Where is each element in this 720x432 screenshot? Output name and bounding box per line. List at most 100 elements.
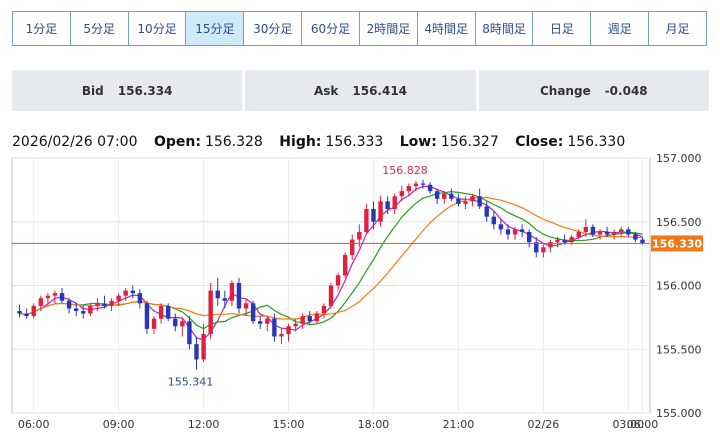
candle-body — [626, 229, 631, 235]
high-annotation: 156.828 — [382, 164, 428, 177]
candle-body — [456, 198, 461, 204]
candle-body — [633, 234, 638, 240]
candle-body — [527, 231, 532, 243]
candle-body — [328, 285, 334, 306]
low-value: 156.327 — [440, 134, 499, 150]
tab-timeframe[interactable]: 60分足 — [302, 12, 360, 45]
x-tick-label: 12:00 — [188, 418, 220, 431]
candle-body — [250, 303, 256, 322]
candle-body — [314, 313, 320, 322]
candle-body — [427, 184, 433, 192]
tab-timeframe[interactable]: 30分足 — [244, 12, 303, 45]
candle-body — [449, 193, 454, 199]
tab-timeframe[interactable]: 月足 — [665, 22, 690, 36]
candle-body — [484, 206, 489, 217]
candle-body — [73, 308, 79, 311]
candle-body — [151, 318, 157, 329]
candle-body — [463, 201, 468, 204]
candle-body — [505, 229, 511, 235]
candle-body — [307, 316, 312, 322]
candle-body — [470, 196, 475, 202]
candle-body — [208, 290, 213, 334]
tab-timeframe[interactable]: 8時間足 — [476, 12, 534, 45]
ma-long-line — [19, 196, 643, 320]
candle-body — [123, 290, 128, 296]
quote-bar: Bid 156.334 Ask 156.414 Change -0.048 — [12, 70, 709, 111]
candle-body — [59, 293, 65, 301]
tab-timeframe[interactable]: 日足 — [533, 12, 592, 45]
annotations: 156.330 156.828 155.341 — [12, 164, 703, 389]
x-tick-label: 06:00 — [18, 418, 50, 431]
tab-timeframe[interactable]: 10分足 — [129, 12, 187, 45]
candle-body — [109, 300, 114, 306]
candle-body — [194, 344, 199, 360]
y-tick-label: 156.000 — [656, 280, 702, 293]
grid-lines — [12, 157, 650, 414]
open-value: 156.328 — [204, 134, 263, 150]
x-axis: 06:00 09:00 12:00 15:00 18:00 21:00 02/26 03:00… — [18, 418, 658, 431]
candle-body — [116, 295, 121, 301]
close-label: Close: — [515, 134, 564, 150]
tab-timeframe[interactable]: 15分足 — [186, 12, 245, 45]
ohlc-readout: 2026/02/26 07:00 Open: 156.328 High: 156.3… — [12, 134, 625, 150]
candle-body — [335, 275, 341, 286]
candle-body — [52, 293, 58, 296]
candle-body — [342, 254, 348, 276]
candle-body — [477, 196, 482, 207]
candle-body — [279, 333, 284, 337]
candle-body — [420, 183, 426, 185]
candle-body — [583, 226, 589, 232]
change-value: -0.048 — [604, 83, 648, 98]
bid-box: Bid 156.334 — [12, 70, 243, 111]
candle-body — [236, 282, 242, 309]
candle-body — [555, 239, 560, 243]
candle-body — [180, 321, 185, 327]
candle-body — [378, 201, 383, 222]
candle-body — [321, 305, 327, 314]
tab-timeframe[interactable]: 1分足 — [13, 12, 71, 45]
candle-body — [293, 323, 298, 327]
candle-body — [357, 231, 362, 240]
high-label: High: — [279, 134, 322, 150]
current-price-tag — [651, 235, 703, 252]
tab-timeframe[interactable]: 4時間足 — [418, 12, 476, 45]
x-tick-label: 03:00 — [612, 418, 644, 431]
candle-body — [24, 313, 29, 317]
candle-body — [399, 191, 404, 197]
y-tick-label: 155.500 — [656, 343, 702, 356]
candle-body — [272, 318, 277, 337]
candle-body — [604, 231, 610, 235]
candle-body — [569, 237, 574, 243]
candles — [17, 179, 645, 370]
ask-box: Ask 156.414 — [245, 70, 476, 111]
candle-body — [265, 318, 270, 324]
x-tick-label: 06:00 — [627, 418, 659, 431]
candle-body — [38, 298, 43, 306]
candle-body — [611, 231, 617, 235]
candle-body — [519, 229, 525, 232]
candle-body — [541, 247, 546, 253]
candle-body — [31, 305, 36, 317]
candle-body — [215, 290, 220, 299]
candle-body — [17, 311, 22, 314]
candle-body — [392, 196, 397, 209]
tab-timeframe[interactable]: 2時間足 — [360, 12, 418, 45]
candle-body — [491, 216, 497, 225]
candle-body — [88, 305, 93, 314]
candle-body — [498, 224, 504, 230]
candle-body — [385, 201, 390, 209]
candle-body — [187, 321, 192, 345]
current-price-label: 156.330 — [652, 237, 702, 250]
tab-timeframe[interactable]: 5分足 — [71, 12, 129, 45]
open-label: Open: — [153, 134, 201, 150]
candle-body — [95, 303, 100, 306]
y-tick-label: 155.000 — [656, 407, 702, 420]
candle-body — [534, 242, 539, 253]
candle-body — [597, 231, 603, 235]
tab-timeframe[interactable]: 週足 — [591, 12, 650, 45]
candle-body — [81, 311, 86, 314]
candle-body — [286, 326, 291, 334]
candle-body — [590, 226, 596, 235]
ask-label: Ask — [313, 83, 339, 98]
